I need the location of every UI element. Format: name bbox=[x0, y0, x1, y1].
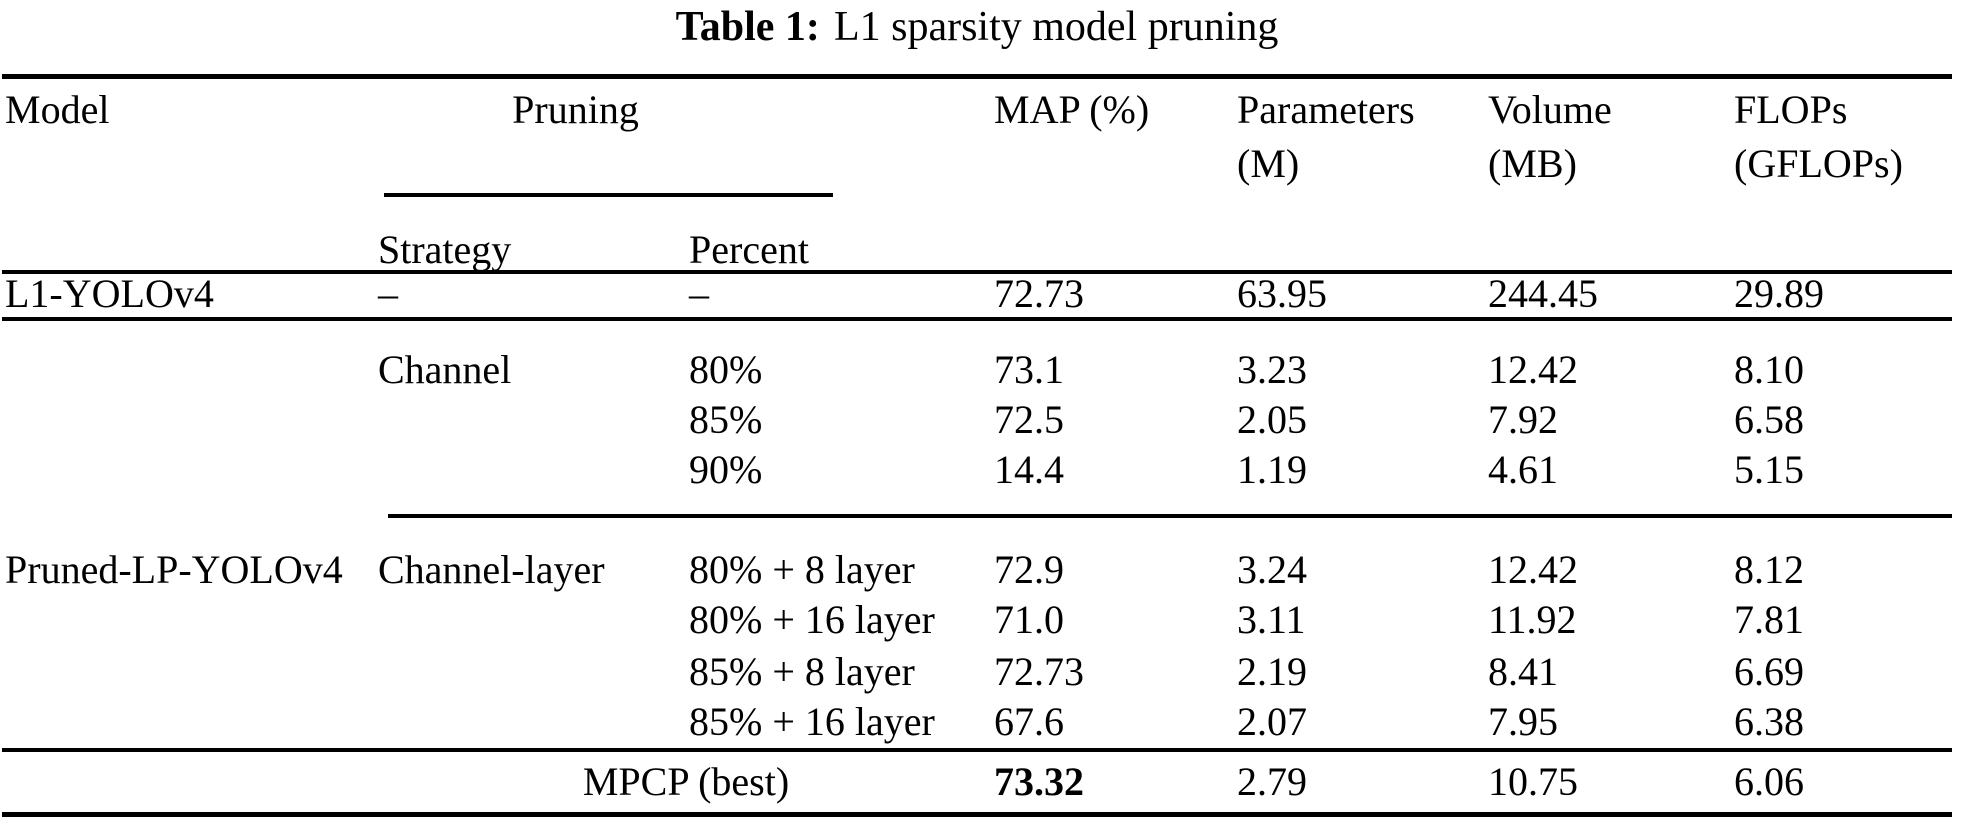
cell-method-label: MPCP (best) bbox=[582, 759, 790, 804]
header-strategy: Strategy bbox=[378, 227, 512, 272]
cell-volume: 4.61 bbox=[1488, 447, 1558, 492]
cell-flops: 6.06 bbox=[1734, 759, 1804, 804]
header-body-rule bbox=[2, 270, 1952, 274]
section-rule bbox=[388, 514, 1952, 518]
header-pruning: Pruning bbox=[512, 87, 639, 132]
cell-map: 71.0 bbox=[994, 597, 1064, 642]
cell-map: 72.73 bbox=[994, 271, 1084, 316]
summary-row-rule bbox=[2, 748, 1952, 752]
cell-volume: 11.92 bbox=[1488, 597, 1577, 642]
header-row-units: (M) (MB) (GFLOPs) bbox=[0, 142, 1952, 186]
cell-flops: 6.38 bbox=[1734, 699, 1804, 744]
table-row-summary: MPCP (best) 73.32 2.79 10.75 6.06 bbox=[0, 760, 1952, 804]
cell-map: 72.9 bbox=[994, 547, 1064, 592]
cell-parameters: 2.05 bbox=[1237, 397, 1307, 442]
cell-parameters: 3.23 bbox=[1237, 347, 1307, 392]
cell-map: 72.5 bbox=[994, 397, 1064, 442]
cell-model: Pruned-LP-YOLOv4 bbox=[5, 547, 343, 592]
cell-flops: 8.12 bbox=[1734, 547, 1804, 592]
pruning-subheader-rule bbox=[384, 193, 833, 197]
cell-percent: 85% + 8 layer bbox=[689, 649, 915, 694]
cell-parameters: 1.19 bbox=[1237, 447, 1307, 492]
cell-flops: 6.69 bbox=[1734, 649, 1804, 694]
bottom-rule bbox=[2, 812, 1952, 817]
cell-volume: 244.45 bbox=[1488, 271, 1598, 316]
cell-volume: 12.42 bbox=[1488, 547, 1578, 592]
cell-flops: 7.81 bbox=[1734, 597, 1804, 642]
cell-volume: 8.41 bbox=[1488, 649, 1558, 694]
top-rule bbox=[2, 74, 1952, 79]
table-caption: Table 1: L1 sparsity model pruning bbox=[2, 0, 1952, 54]
cell-map: 73.1 bbox=[994, 347, 1064, 392]
cell-parameters: 63.95 bbox=[1237, 271, 1327, 316]
header-map: MAP (%) bbox=[994, 87, 1150, 132]
cell-percent: 85% bbox=[689, 397, 763, 442]
table-caption-label: Table 1: bbox=[675, 4, 820, 50]
cell-parameters: 3.11 bbox=[1237, 597, 1306, 642]
cell-flops: 29.89 bbox=[1734, 271, 1824, 316]
table-row: 85% + 16 layer 67.6 2.07 7.95 6.38 bbox=[0, 700, 1952, 744]
header-model: Model bbox=[5, 87, 110, 132]
cell-volume: 12.42 bbox=[1488, 347, 1578, 392]
header-row-2: Strategy Percent bbox=[0, 228, 1952, 272]
cell-strategy: Channel bbox=[378, 347, 512, 392]
cell-volume: 10.75 bbox=[1488, 759, 1578, 804]
baseline-row-rule bbox=[2, 317, 1952, 321]
table-caption-text: L1 sparsity model pruning bbox=[833, 4, 1279, 50]
cell-model: L1-YOLOv4 bbox=[5, 271, 214, 316]
cell-volume: 7.92 bbox=[1488, 397, 1558, 442]
table-row: Pruned-LP-YOLOv4 Channel-layer 80% + 8 l… bbox=[0, 548, 1952, 592]
cell-percent: 80% + 16 layer bbox=[689, 597, 935, 642]
cell-volume: 7.95 bbox=[1488, 699, 1558, 744]
cell-percent: 80% + 8 layer bbox=[689, 547, 915, 592]
header-parameters: Parameters bbox=[1237, 87, 1415, 132]
cell-flops: 5.15 bbox=[1734, 447, 1804, 492]
cell-map: 72.73 bbox=[994, 649, 1084, 694]
cell-map: 67.6 bbox=[994, 699, 1064, 744]
table-row: 80% + 16 layer 71.0 3.11 11.92 7.81 bbox=[0, 598, 1952, 642]
table-row: 85% 72.5 2.05 7.92 6.58 bbox=[0, 398, 1952, 442]
cell-percent: 85% + 16 layer bbox=[689, 699, 935, 744]
header-flops: FLOPs bbox=[1734, 87, 1848, 132]
table-row: L1-YOLOv4 – – 72.73 63.95 244.45 29.89 bbox=[0, 272, 1952, 316]
cell-parameters: 3.24 bbox=[1237, 547, 1307, 592]
header-flops-unit: (GFLOPs) bbox=[1734, 141, 1903, 186]
cell-percent: 90% bbox=[689, 447, 763, 492]
cell-map-best: 73.32 bbox=[994, 759, 1084, 804]
cell-map: 14.4 bbox=[994, 447, 1064, 492]
cell-percent: – bbox=[689, 271, 709, 316]
cell-strategy: Channel-layer bbox=[378, 547, 605, 592]
header-percent: Percent bbox=[689, 227, 809, 272]
cell-percent: 80% bbox=[689, 347, 763, 392]
cell-strategy: – bbox=[378, 271, 398, 316]
header-row-1: Model Pruning MAP (%) Parameters Volume … bbox=[0, 88, 1952, 132]
cell-parameters: 2.79 bbox=[1237, 759, 1307, 804]
table-row: 90% 14.4 1.19 4.61 5.15 bbox=[0, 448, 1952, 492]
cell-parameters: 2.19 bbox=[1237, 649, 1307, 694]
header-volume-unit: (MB) bbox=[1488, 141, 1577, 186]
cell-parameters: 2.07 bbox=[1237, 699, 1307, 744]
table-row: 85% + 8 layer 72.73 2.19 8.41 6.69 bbox=[0, 650, 1952, 694]
cell-flops: 8.10 bbox=[1734, 347, 1804, 392]
header-volume: Volume bbox=[1488, 87, 1612, 132]
cell-flops: 6.58 bbox=[1734, 397, 1804, 442]
table-row: Channel 80% 73.1 3.23 12.42 8.10 bbox=[0, 348, 1952, 392]
header-parameters-unit: (M) bbox=[1237, 141, 1300, 186]
